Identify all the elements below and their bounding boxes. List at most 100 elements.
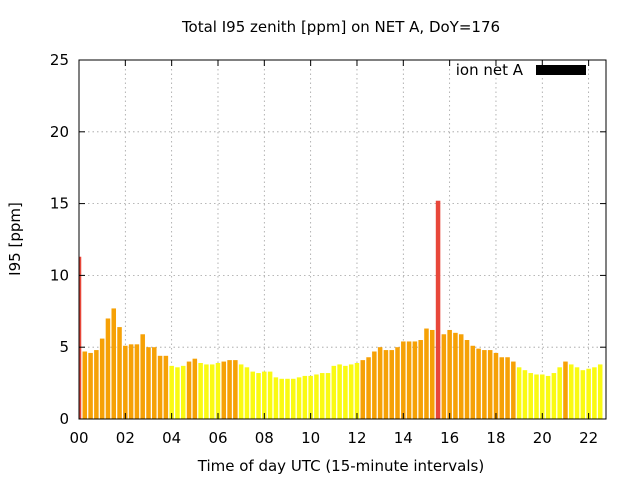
y-tick-label: 20: [50, 123, 69, 141]
bar: [551, 373, 557, 419]
bar: [296, 377, 302, 419]
bar: [557, 367, 562, 419]
bar: [128, 344, 134, 419]
bar: [343, 365, 348, 419]
y-tick-label: 10: [50, 266, 69, 284]
bar: [406, 341, 412, 419]
bar: [285, 378, 290, 419]
bar: [163, 355, 169, 419]
bar: [325, 373, 331, 419]
bar: [308, 375, 313, 419]
bar: [516, 367, 522, 419]
bar: [534, 374, 539, 419]
bars: [79, 200, 603, 419]
bar: [99, 338, 105, 419]
y-tick-label: 5: [59, 338, 69, 356]
bar: [302, 375, 308, 419]
x-tick-label: 08: [255, 429, 274, 447]
bar: [180, 365, 186, 419]
legend-label: ion net A: [456, 61, 524, 79]
bar: [447, 329, 452, 419]
bar: [134, 344, 140, 419]
bar: [586, 368, 591, 419]
bar: [215, 362, 221, 419]
bar: [482, 350, 487, 419]
bar: [250, 371, 255, 419]
bar: [383, 350, 389, 419]
bar: [140, 334, 145, 419]
bar: [117, 327, 122, 419]
bar: [123, 345, 128, 419]
bar: [568, 364, 574, 419]
bar: [262, 371, 267, 419]
bar: [337, 364, 342, 419]
bar: [209, 364, 215, 419]
bar: [597, 364, 603, 419]
bar: [441, 334, 447, 419]
y-tick-label: 25: [50, 51, 69, 69]
y-tick-label: 15: [50, 195, 69, 213]
bar: [273, 377, 279, 419]
chart-title: Total I95 zenith [ppm] on NET A, DoY=176: [181, 18, 500, 36]
bar: [204, 364, 209, 419]
bar: [348, 364, 354, 419]
bar: [528, 373, 533, 419]
bar: [563, 361, 568, 419]
bar: [152, 347, 157, 419]
y-tick-label: 0: [59, 410, 69, 428]
x-axis-label: Time of day UTC (15-minute intervals): [197, 457, 484, 475]
bar: [424, 328, 429, 419]
bar: [79, 256, 82, 419]
x-tick-label: 20: [533, 429, 552, 447]
bar: [157, 355, 163, 419]
bar: [389, 350, 394, 419]
bar: [418, 340, 423, 419]
bar: [493, 352, 499, 419]
x-tick-label: 18: [486, 429, 505, 447]
bar: [487, 350, 493, 419]
bar: [435, 200, 441, 419]
bar: [377, 347, 383, 419]
bar: [401, 341, 406, 419]
bar: [592, 367, 597, 419]
bar: [256, 373, 261, 419]
bar: [279, 378, 284, 419]
bar: [244, 367, 250, 419]
bar: [319, 373, 325, 419]
bar: [354, 362, 360, 419]
plot-frame: [78, 59, 607, 420]
bar: [314, 374, 319, 419]
bar: [458, 334, 464, 419]
bar: [372, 351, 377, 419]
bar: [238, 364, 244, 419]
x-tick-label: 06: [208, 429, 227, 447]
legend-swatch: [536, 65, 586, 75]
x-tick-label: 10: [301, 429, 320, 447]
x-tick-label: 00: [69, 429, 88, 447]
bar: [221, 361, 227, 419]
bar: [94, 350, 99, 419]
bar: [331, 365, 337, 419]
bar: [453, 332, 458, 419]
x-tick-label: 12: [347, 429, 366, 447]
bar: [464, 340, 470, 419]
bar: [186, 361, 192, 419]
legend: ion net A: [456, 61, 586, 79]
bar: [505, 357, 510, 419]
bar: [360, 360, 366, 419]
bar: [540, 374, 545, 419]
y-axis-label: I95 [ppm]: [6, 202, 24, 276]
bar: [430, 329, 435, 419]
bar: [499, 357, 505, 419]
bar: [580, 370, 586, 419]
bar: [470, 345, 476, 419]
x-tick-label: 04: [162, 429, 181, 447]
bar: [574, 367, 580, 419]
bar: [105, 318, 111, 419]
bar: [175, 367, 180, 419]
bar: [511, 361, 516, 419]
bar: [169, 365, 174, 419]
bar: [233, 360, 238, 419]
bar: [111, 308, 117, 419]
